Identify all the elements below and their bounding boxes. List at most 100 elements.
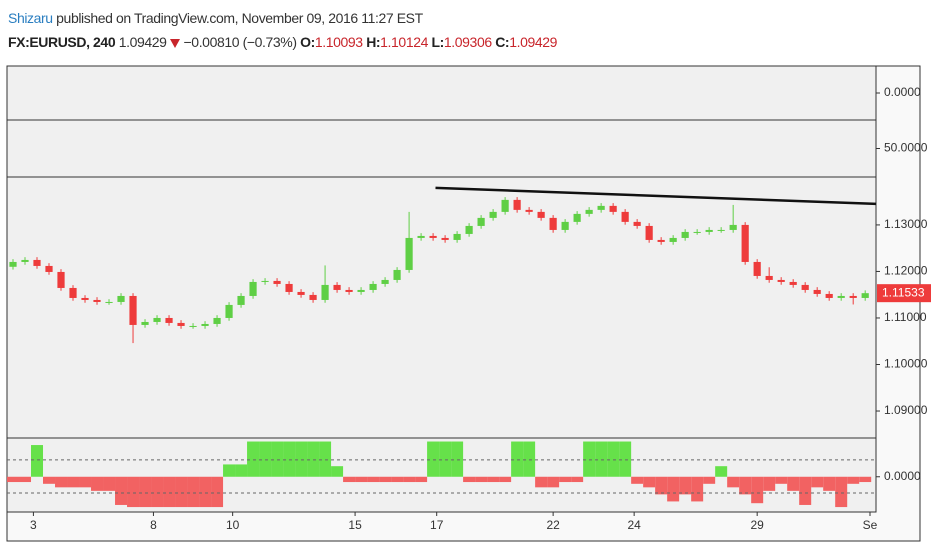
- candle-body: [777, 279, 785, 282]
- indicator-bar: [91, 476, 104, 491]
- indicator-bar: [295, 441, 308, 477]
- indicator-bar: [619, 441, 632, 477]
- candle-body: [33, 259, 41, 266]
- candle-body: [585, 209, 593, 214]
- candle-body: [321, 284, 329, 300]
- trendline: [435, 186, 877, 206]
- indicator-bar: [19, 476, 32, 483]
- ohlc-key: H:: [366, 34, 381, 50]
- ohlc-value: 1.09429: [509, 34, 558, 50]
- indicator-bar: [307, 441, 320, 477]
- indicator-bar: [115, 476, 128, 505]
- indicator-bar: [43, 476, 56, 484]
- indicator-bar: [787, 476, 800, 491]
- candle-body: [573, 213, 581, 222]
- candle-body: [717, 229, 725, 231]
- indicator-bar: [55, 476, 68, 488]
- y-tick-label: 1.10000: [884, 357, 928, 371]
- candle-body: [801, 284, 809, 290]
- indicator-bar: [235, 464, 248, 477]
- candle-body: [657, 239, 665, 242]
- candle-body: [105, 301, 113, 303]
- indicator-bar: [739, 476, 752, 495]
- indicator-bar: [559, 476, 572, 483]
- header: Shizaru published on TradingView.com, No…: [8, 6, 557, 54]
- indicator-bar: [487, 476, 500, 483]
- indicator-bar: [703, 476, 716, 484]
- indicator-bar: [799, 476, 812, 505]
- x-tick-label: 10: [226, 518, 240, 532]
- candle-body: [345, 289, 353, 292]
- candle-body: [453, 233, 461, 240]
- indicator-bar: [823, 476, 836, 491]
- candle-body: [597, 205, 605, 210]
- candle-body: [465, 225, 473, 234]
- indicator-bar: [355, 476, 368, 483]
- indicator-bar: [667, 476, 680, 502]
- indicator-bar: [439, 441, 452, 477]
- indicator-bar: [523, 441, 536, 477]
- candle-body: [441, 237, 449, 240]
- indicator-bar: [127, 476, 140, 508]
- candle-body: [813, 289, 821, 294]
- indicator-bar: [187, 476, 200, 508]
- indicator-bar: [847, 476, 860, 484]
- indicator-bar: [499, 476, 512, 483]
- candle-body: [45, 265, 53, 272]
- indicator-bar: [331, 466, 344, 477]
- indicator-bar: [67, 476, 80, 488]
- indicator-bar: [403, 476, 416, 483]
- indicator-bar: [595, 441, 608, 477]
- indicator-bar: [175, 476, 188, 508]
- indicator-bar: [427, 441, 440, 477]
- candle-body: [201, 323, 209, 326]
- candle-body: [549, 217, 557, 230]
- x-tick-label: 24: [627, 518, 641, 532]
- pane: [6, 65, 877, 121]
- y-tick-label: 1.12000: [884, 264, 928, 278]
- indicator-bar: [835, 476, 848, 508]
- indicator-bar: [463, 476, 476, 483]
- candle-body: [849, 295, 857, 298]
- candle-body: [225, 304, 233, 318]
- candle-body: [309, 294, 317, 300]
- candle-body: [705, 229, 713, 232]
- candle-body: [333, 284, 341, 290]
- candle-body: [405, 237, 413, 270]
- published: published on TradingView.com, November 0…: [56, 10, 423, 26]
- indicator-bar: [691, 476, 704, 502]
- candle-body: [525, 209, 533, 212]
- indicator-bar: [583, 441, 596, 477]
- ohlc-key: O:: [300, 34, 315, 50]
- candle-body: [213, 317, 221, 324]
- author[interactable]: Shizaru: [8, 10, 53, 26]
- last: 1.09429: [118, 34, 167, 50]
- symbol: FX:EURUSD, 240: [8, 34, 116, 50]
- candle-body: [9, 261, 17, 267]
- candle-body: [825, 293, 833, 298]
- publish-line: Shizaru published on TradingView.com, No…: [8, 6, 557, 30]
- candle-body: [837, 295, 845, 298]
- candle-body: [429, 235, 437, 238]
- indicator-bar: [367, 476, 380, 483]
- candle-body: [129, 295, 137, 325]
- indicator-bar: [727, 476, 740, 488]
- indicator-bar: [571, 476, 584, 483]
- candle-body: [861, 293, 869, 298]
- candle-body: [645, 225, 653, 240]
- indicator-bar: [31, 445, 44, 477]
- candle-body: [489, 211, 497, 218]
- candle-body: [21, 259, 29, 262]
- indicator-bar: [451, 441, 464, 477]
- candle-body: [249, 281, 257, 296]
- indicator-bar: [223, 464, 236, 477]
- candle-body: [273, 280, 281, 284]
- quote-line: FX:EURUSD, 240 1.09429 −0.00810 (−0.73%)…: [8, 30, 557, 54]
- ohlc-key: L:: [431, 34, 444, 50]
- indicator-bar: [283, 441, 296, 477]
- indicator-bar: [259, 441, 272, 477]
- x-tick-label: Se: [863, 518, 878, 532]
- indicator-bar: [151, 476, 164, 508]
- candle-body: [681, 231, 689, 238]
